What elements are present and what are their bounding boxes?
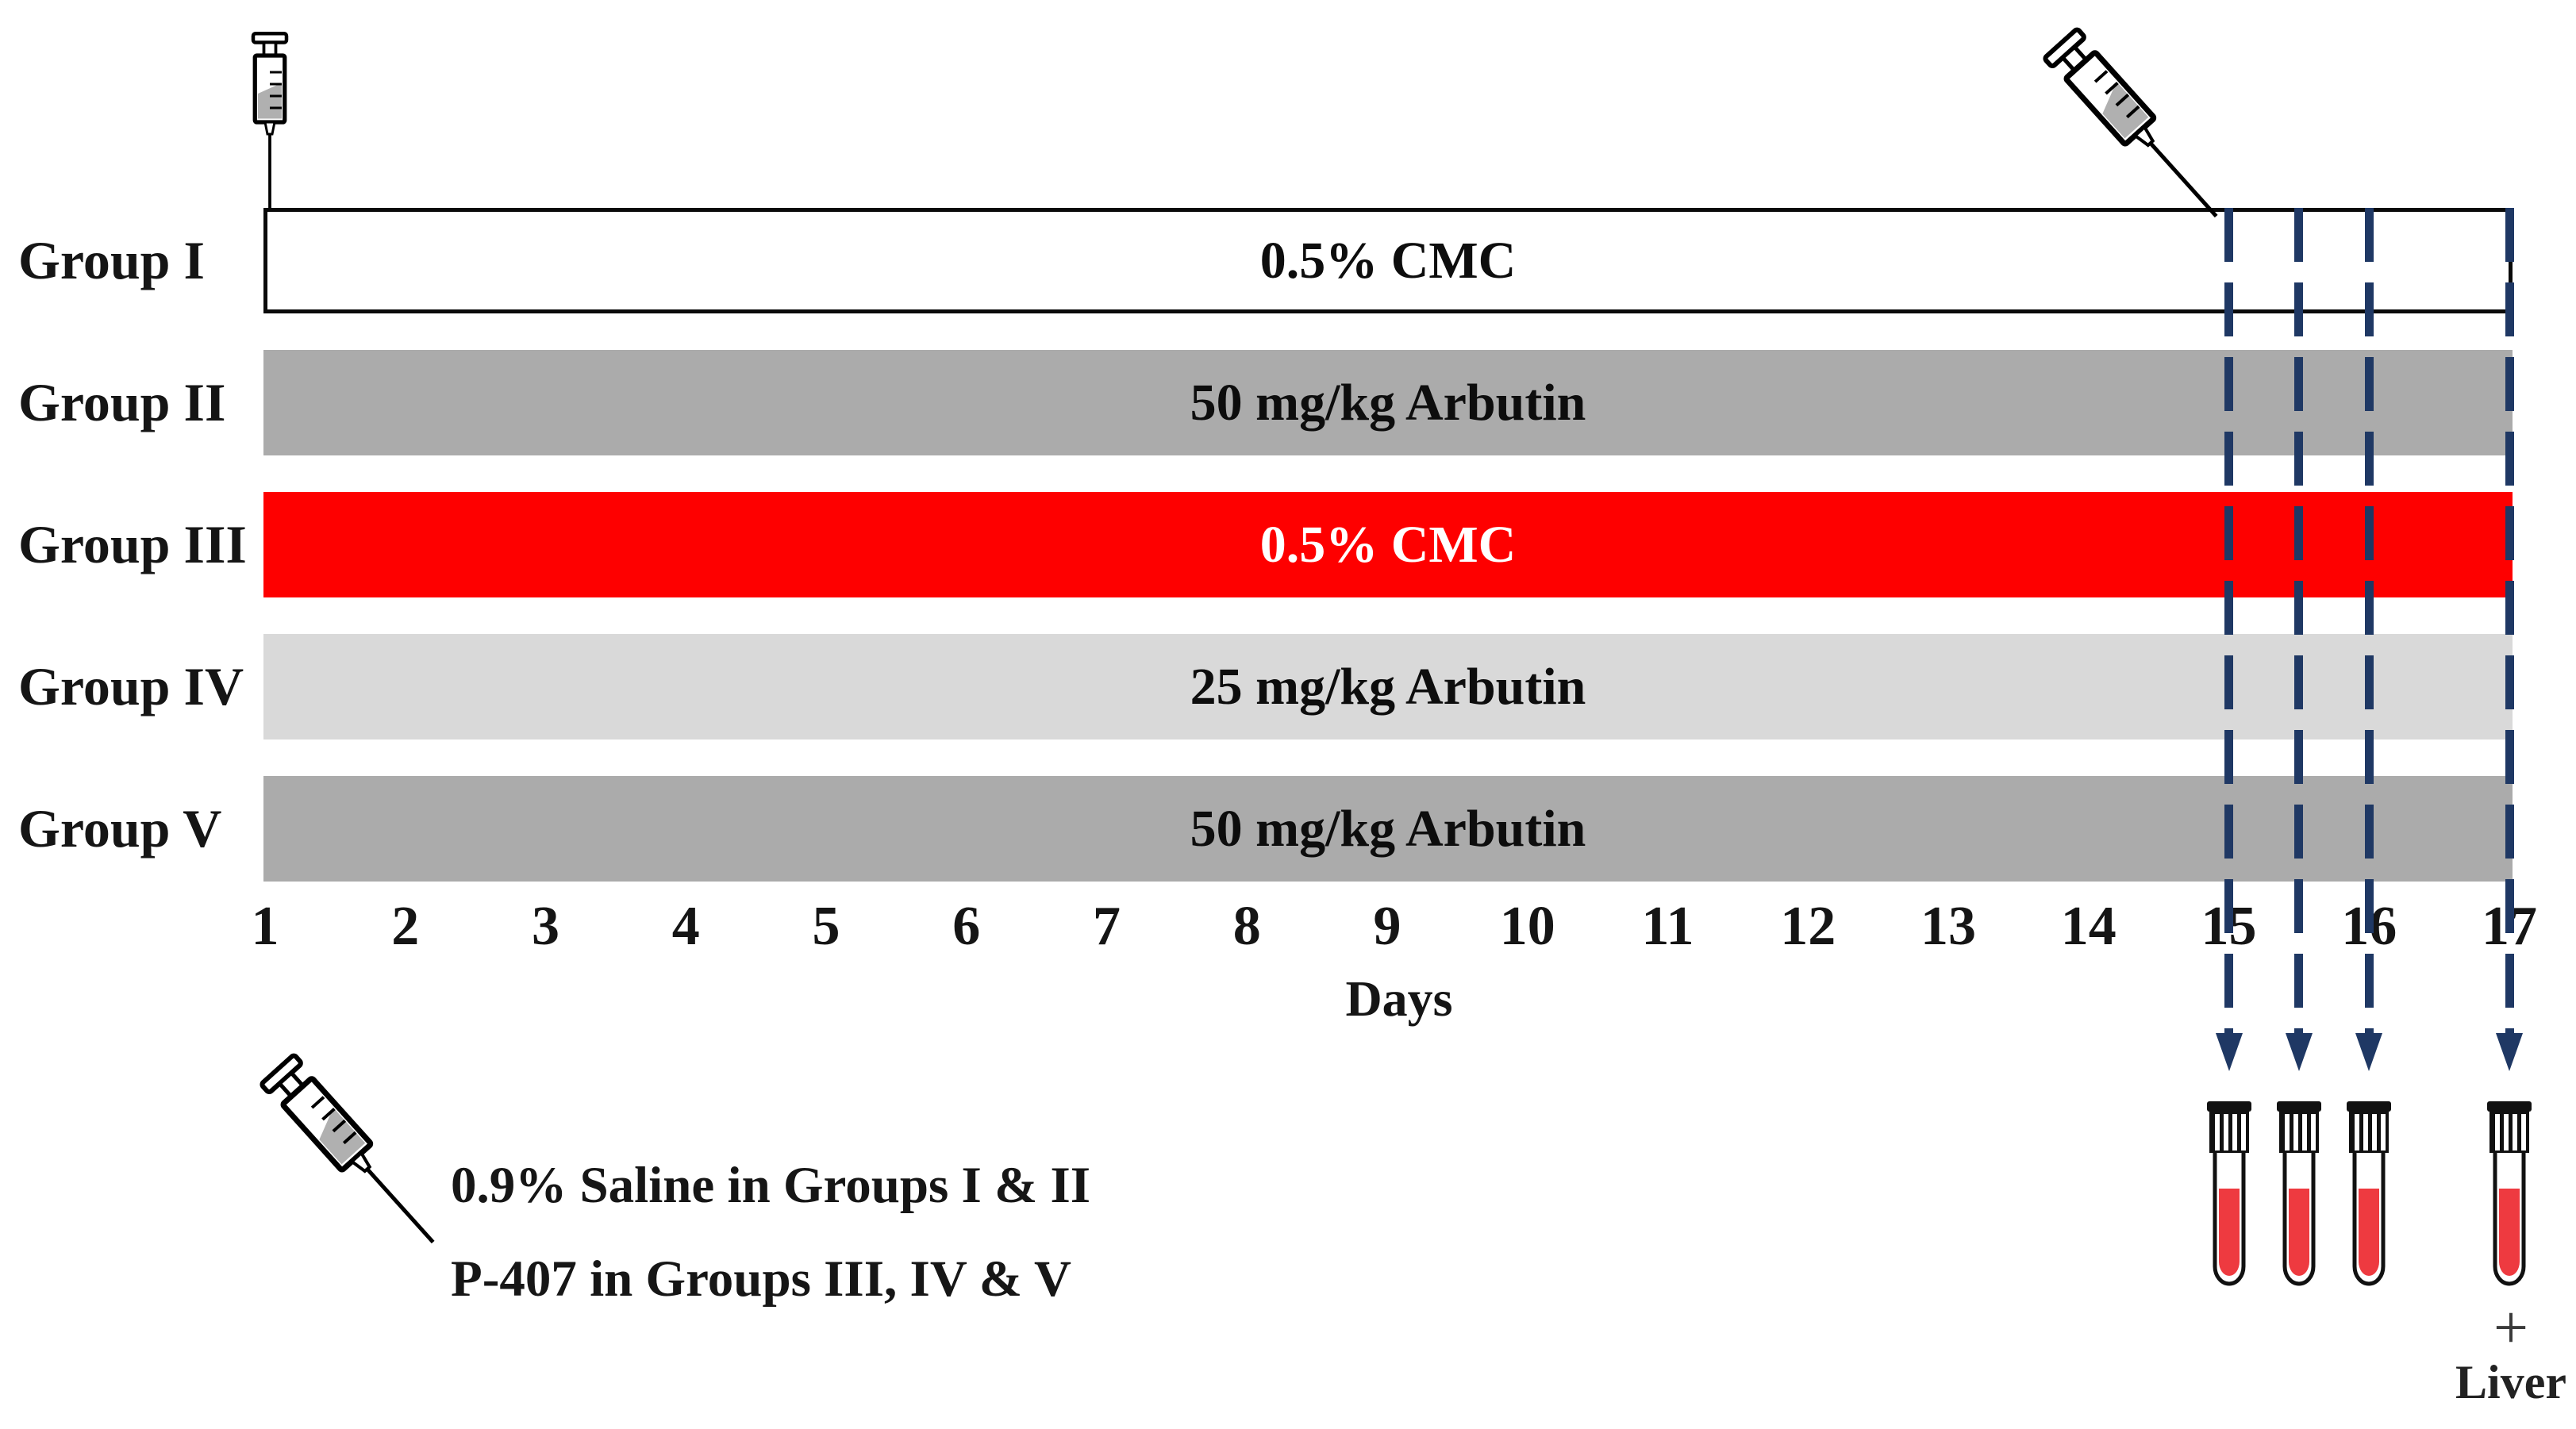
day-tick-label: 7: [1093, 896, 1121, 957]
x-axis-title: Days: [1345, 970, 1453, 1027]
day-tick-label: 12: [1780, 896, 1836, 957]
day-tick-label: 14: [2060, 896, 2117, 957]
day-tick-label: 1: [251, 896, 279, 957]
arrow-head-icon: [2215, 1033, 2243, 1071]
group-label: Group IV: [18, 656, 244, 716]
blood-tube-icon: [2201, 1101, 2257, 1300]
day-tick-label: 5: [812, 896, 840, 957]
day-tick-label: 8: [1232, 896, 1261, 957]
treatment-bar: 0.5% CMC: [263, 492, 2513, 597]
syringe-icon: [2036, 21, 2242, 240]
day-tick-label: 13: [1920, 896, 1976, 957]
legend-p407: P-407 in Groups III, IV & V: [451, 1250, 1071, 1308]
treatment-bar: 0.5% CMC: [263, 208, 2513, 313]
group-label: Group III: [18, 514, 247, 574]
day-tick-label: 4: [671, 896, 700, 957]
blood-tube-icon: [2341, 1101, 2397, 1300]
day-tick-label: 6: [952, 896, 981, 957]
day-tick-label: 11: [1641, 896, 1694, 957]
treatment-bar: 25 mg/kg Arbutin: [263, 634, 2513, 739]
blood-tube-icon: [2271, 1101, 2327, 1300]
day-tick-label: 2: [391, 896, 420, 957]
day-tick-label: 10: [1499, 896, 1555, 957]
arrow-head-icon: [2355, 1033, 2383, 1071]
sampling-arrow-dashed-line: [2364, 208, 2374, 1035]
arrow-head-icon: [2496, 1033, 2523, 1071]
syringe-icon: [246, 32, 294, 210]
blood-tube-icon: [2482, 1101, 2537, 1300]
sampling-arrow-dashed-line: [2294, 208, 2304, 1035]
syringe-icon: [252, 1047, 459, 1266]
group-label: Group I: [18, 230, 205, 290]
treatment-bar: 50 mg/kg Arbutin: [263, 776, 2513, 882]
legend-saline: 0.9% Saline in Groups I & II: [451, 1157, 1091, 1214]
sampling-arrow-dashed-line: [2505, 208, 2514, 1035]
sampling-arrow-dashed-line: [2224, 208, 2233, 1035]
liver-label: Liver: [2455, 1356, 2566, 1408]
day-tick-label: 9: [1373, 896, 1401, 957]
arrow-head-icon: [2285, 1033, 2313, 1071]
group-label: Group V: [18, 798, 222, 859]
plus-sign: +: [2493, 1293, 2528, 1362]
day-tick-label: 3: [532, 896, 559, 957]
group-label: Group II: [18, 372, 226, 432]
treatment-bar: 50 mg/kg Arbutin: [263, 350, 2513, 455]
